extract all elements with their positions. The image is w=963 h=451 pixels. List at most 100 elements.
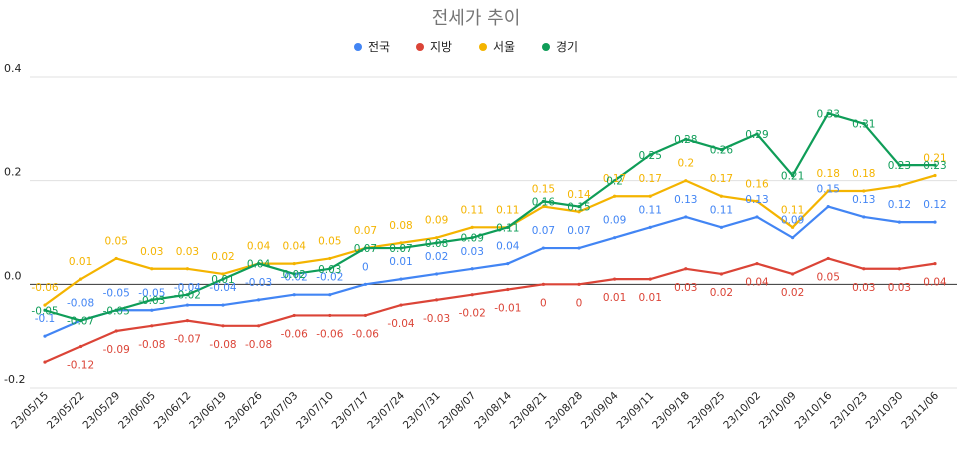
data-label: -0.04 bbox=[209, 282, 236, 294]
data-label: 0.03 bbox=[461, 246, 484, 258]
data-label: 0.04 bbox=[923, 277, 947, 289]
data-label: 0.01 bbox=[389, 256, 412, 268]
legend-label: 경기 bbox=[556, 40, 578, 54]
data-label: 0.04 bbox=[247, 259, 271, 271]
y-tick-label: 0.2 bbox=[4, 166, 22, 179]
data-label: 0.07 bbox=[532, 225, 555, 237]
data-label: 0.13 bbox=[674, 194, 697, 206]
data-label: 0.07 bbox=[354, 243, 377, 255]
data-point bbox=[648, 277, 652, 281]
data-label: 0.16 bbox=[532, 196, 556, 208]
data-point bbox=[577, 246, 581, 250]
data-point bbox=[862, 267, 866, 271]
legend: 전국 지방 서울 경기 bbox=[354, 40, 578, 54]
legend-marker bbox=[542, 43, 550, 51]
x-tick-label: 23/05/29 bbox=[80, 390, 122, 432]
data-point bbox=[363, 246, 367, 250]
data-label: -0.06 bbox=[352, 328, 379, 340]
series-lines bbox=[43, 111, 937, 364]
data-point bbox=[791, 236, 795, 240]
data-label: 0.21 bbox=[781, 170, 804, 182]
data-point bbox=[541, 199, 546, 203]
data-point bbox=[933, 220, 937, 224]
data-point bbox=[613, 179, 617, 183]
series-line-경기 bbox=[44, 112, 935, 322]
data-point bbox=[150, 324, 154, 328]
data-point bbox=[79, 319, 83, 323]
data-label: 0.07 bbox=[567, 225, 590, 237]
data-label: 0.23 bbox=[888, 160, 911, 172]
data-point bbox=[791, 173, 795, 178]
data-label: 0.33 bbox=[817, 108, 840, 120]
data-point bbox=[328, 293, 332, 297]
data-label: -0.03 bbox=[245, 277, 272, 289]
legend-item-지방[interactable]: 지방 bbox=[416, 40, 452, 54]
legend-marker bbox=[479, 43, 487, 51]
x-tick-label: 23/09/18 bbox=[650, 390, 692, 432]
data-label: 0.17 bbox=[639, 173, 662, 185]
data-label: -0.03 bbox=[423, 313, 450, 325]
x-tick-label: 23/05/15 bbox=[9, 390, 51, 432]
y-tick-label: 0.4 bbox=[4, 62, 22, 75]
data-point bbox=[257, 262, 261, 266]
data-labels: -0.1-0.08-0.05 -0.05 -0.04 -0.04 -0.03 -0.02-… bbox=[31, 108, 947, 371]
data-point bbox=[150, 267, 154, 271]
data-label: 0.18 bbox=[852, 168, 875, 180]
data-point bbox=[257, 298, 261, 302]
y-axis-ticks: -0.2 0.0 0.2 0.4 bbox=[4, 62, 25, 386]
x-tick-label: 23/08/07 bbox=[436, 390, 478, 432]
data-label: -0.05 bbox=[138, 287, 165, 299]
data-label: 0.05 bbox=[817, 271, 840, 283]
data-label: -0.12 bbox=[67, 360, 94, 372]
data-point bbox=[435, 241, 439, 245]
data-label: 0.01 bbox=[639, 292, 662, 304]
legend-item-서울[interactable]: 서울 bbox=[479, 40, 515, 54]
x-tick-label: 23/07/31 bbox=[401, 390, 443, 432]
data-point bbox=[755, 132, 759, 136]
legend-label: 전국 bbox=[368, 40, 390, 54]
y-tick-label: -0.2 bbox=[4, 373, 25, 386]
data-point bbox=[399, 246, 403, 250]
data-label: -0.02 bbox=[459, 308, 486, 320]
data-label: 0.25 bbox=[639, 150, 662, 162]
data-point bbox=[684, 267, 688, 271]
data-point bbox=[399, 241, 403, 245]
x-tick-label: 23/10/23 bbox=[828, 390, 870, 432]
data-label: -0.08 bbox=[245, 339, 272, 351]
data-point bbox=[719, 272, 724, 276]
x-tick-label: 23/08/28 bbox=[543, 390, 585, 432]
data-point bbox=[363, 282, 367, 286]
series-line-지방 bbox=[44, 257, 936, 364]
legend-item-전국[interactable]: 전국 bbox=[354, 40, 390, 54]
data-label: 0.05 bbox=[105, 235, 128, 247]
data-label: 0.03 bbox=[674, 282, 697, 294]
data-label: -0.1 bbox=[35, 313, 56, 325]
legend-item-경기[interactable]: 경기 bbox=[542, 40, 578, 54]
data-label: 0.11 bbox=[639, 204, 662, 216]
data-label: -0.07 bbox=[174, 334, 201, 346]
data-point bbox=[292, 313, 296, 318]
data-point bbox=[114, 329, 118, 333]
data-label: 0.29 bbox=[745, 129, 768, 141]
data-point bbox=[506, 225, 510, 229]
x-tick-label: 23/07/10 bbox=[294, 390, 336, 432]
data-point bbox=[470, 267, 474, 271]
series-line-서울 bbox=[44, 174, 936, 306]
data-label: -0.07 bbox=[67, 316, 94, 328]
data-label: 0.04 bbox=[247, 241, 271, 253]
data-point bbox=[755, 215, 759, 219]
data-point bbox=[43, 308, 47, 312]
gridlines bbox=[30, 76, 957, 389]
x-tick-label: 23/07/03 bbox=[258, 390, 300, 432]
data-point bbox=[719, 147, 724, 152]
data-label: 0.03 bbox=[176, 246, 199, 258]
series-line-전국 bbox=[44, 205, 935, 338]
data-point bbox=[292, 272, 296, 276]
data-point bbox=[826, 204, 830, 209]
data-label: 0.17 bbox=[603, 173, 626, 185]
data-point bbox=[185, 293, 189, 297]
data-point bbox=[541, 246, 546, 250]
legend-label: 서울 bbox=[493, 40, 515, 54]
data-point bbox=[648, 194, 652, 198]
x-tick-label: 23/05/22 bbox=[45, 390, 87, 432]
